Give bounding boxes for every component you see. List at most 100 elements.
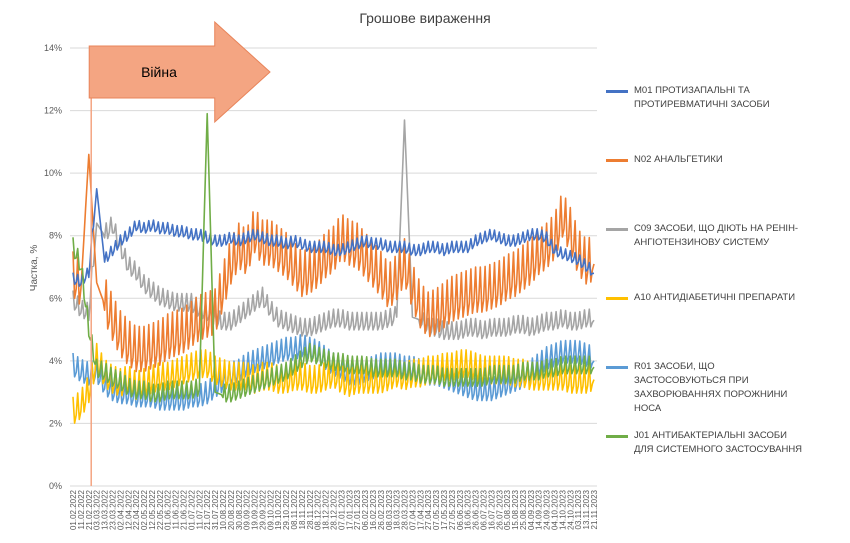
x-tick-label: 15.08.2023 (511, 489, 520, 530)
series-line-2 (72, 119, 595, 341)
x-tick-label: 18.11.2022 (298, 489, 307, 529)
x-tick-label: 03.03.2022 (93, 489, 102, 530)
x-tick-label: 02.05.2022 (140, 489, 149, 530)
x-tick-label: 16.07.2023 (487, 489, 496, 530)
y-tick-label: 8% (49, 231, 62, 241)
legend-swatch (606, 366, 628, 369)
legend-label: C09 ЗАСОБИ, ЩО ДІЮТЬ НА РЕНІН-АНГІОТЕНЗИ… (634, 223, 799, 248)
x-tick-label: 21.11.2023 (590, 489, 599, 529)
x-tick-label: 01.06.2022 (164, 489, 173, 530)
x-tick-label: 26.06.2023 (472, 489, 481, 530)
x-tick-label: 19.10.2022 (274, 489, 283, 530)
x-tick-label: 10.08.2022 (219, 489, 228, 530)
x-tick-label: 13.03.2022 (101, 489, 110, 530)
x-tick-label: 31.07.2022 (211, 489, 220, 530)
x-tick-label: 14.10.2023 (558, 489, 567, 530)
x-tick-label: 28.12.2022 (330, 489, 339, 530)
legend-label: M01 ПРОТИЗАПАЛЬНІ ТА ПРОТИРЕВМАТИЧНІ ЗАС… (634, 85, 770, 110)
x-tick-label: 08.12.2022 (314, 489, 323, 530)
legend-label: R01 ЗАСОБИ, ЩО ЗАСТОСОВУЮТЬСЯ ПРИ ЗАХВОР… (634, 361, 788, 414)
x-tick-label: 19.09.2022 (251, 489, 260, 530)
x-tick-label: 11.02.2022 (77, 489, 86, 529)
y-tick-label: 4% (49, 356, 62, 366)
y-tick-label: 6% (49, 293, 62, 303)
x-tick-label: 20.08.2022 (227, 489, 236, 530)
x-tick-label: 25.08.2023 (519, 489, 528, 530)
x-tick-label: 01.02.2022 (69, 489, 78, 530)
y-tick-label: 14% (44, 43, 62, 53)
series-line-5 (72, 112, 595, 403)
x-tick-label: 04.09.2023 (527, 489, 536, 530)
series-lines (72, 112, 595, 424)
x-tick-label: 11.07.2022 (195, 489, 204, 529)
x-tick-label: 22.04.2022 (132, 489, 141, 530)
x-tick-label: 09.10.2022 (266, 489, 275, 530)
war-annotation: Війна (88, 20, 271, 486)
legend-label: J01 АНТИБАКТЕРІАЛЬНІ ЗАСОБИ ДЛЯ СИСТЕМНО… (634, 430, 803, 455)
legend-label: A10 АНТИДІАБЕТИЧНІ ПРЕПАРАТИ (634, 292, 796, 303)
y-tick-labels: 0% 2% 4% 6% 8% 10% 12% 14% (44, 43, 62, 491)
legend-swatch (606, 297, 628, 300)
x-tick-label: 08.03.2023 (385, 489, 394, 530)
x-tick-label: 21.06.2022 (180, 489, 189, 530)
legend-swatch (606, 90, 628, 93)
x-tick-label: 13.11.2023 (582, 489, 591, 529)
x-tick-label: 28.03.2023 (401, 489, 410, 530)
x-tick-label: 29.09.2022 (258, 489, 267, 530)
chart-title: Грошове вираження (359, 10, 491, 26)
x-tick-label: 26.07.2023 (495, 489, 504, 530)
x-tick-label: 01.07.2022 (187, 489, 196, 530)
war-label: Війна (141, 64, 177, 80)
x-tick-labels: 01.02.202211.02.202221.02.202203.03.2022… (69, 489, 599, 530)
x-tick-label: 18.12.2022 (322, 489, 331, 530)
x-tick-label: 28.11.2022 (306, 489, 315, 529)
x-tick-label: 11.06.2022 (172, 489, 181, 529)
x-tick-label: 29.10.2022 (282, 489, 291, 530)
x-tick-label: 06.07.2023 (479, 489, 488, 530)
x-tick-label: 06.06.2023 (456, 489, 465, 530)
x-tick-label: 05.08.2023 (503, 489, 512, 530)
legend-label: N02 АНАЛЬГЕТИКИ (634, 154, 723, 165)
x-tick-label: 07.05.2023 (432, 489, 441, 530)
x-tick-label: 12.05.2022 (148, 489, 157, 530)
y-tick-label: 10% (44, 168, 62, 178)
series-line-1 (72, 153, 595, 373)
x-tick-label: 23.03.2022 (108, 489, 117, 530)
x-tick-label: 27.01.2023 (353, 489, 362, 530)
legend-swatch (606, 435, 628, 438)
x-tick-label: 24.10.2023 (566, 489, 575, 530)
x-tick-label: 07.01.2023 (337, 489, 346, 530)
y-tick-label: 12% (44, 106, 62, 116)
x-tick-label: 17.05.2023 (440, 489, 449, 530)
x-tick-label: 22.05.2022 (156, 489, 165, 530)
x-tick-label: 14.09.2023 (535, 489, 544, 530)
x-tick-label: 02.04.2022 (116, 489, 125, 530)
y-tick-label: 2% (49, 418, 62, 428)
y-tick-label: 0% (49, 481, 62, 491)
x-tick-label: 17.04.2023 (416, 489, 425, 530)
x-tick-label: 26.02.2023 (377, 489, 386, 530)
legend-swatch (606, 159, 628, 162)
x-tick-label: 16.02.2023 (369, 489, 378, 530)
x-tick-label: 27.04.2023 (424, 489, 433, 530)
x-tick-label: 18.03.2023 (393, 489, 402, 530)
x-tick-label: 30.08.2022 (235, 489, 244, 530)
x-tick-label: 21.02.2022 (85, 489, 94, 530)
x-tick-label: 17.01.2023 (345, 489, 354, 530)
series-line-0 (72, 188, 595, 287)
x-tick-label: 04.10.2023 (551, 489, 560, 530)
war-arrow (88, 20, 271, 124)
x-tick-label: 24.09.2023 (543, 489, 552, 530)
x-tick-label: 06.02.2023 (361, 489, 370, 530)
legend-swatch (606, 228, 628, 231)
x-tick-label: 27.05.2023 (448, 489, 457, 530)
x-tick-label: 09.09.2022 (243, 489, 252, 530)
x-tick-label: 16.06.2023 (464, 489, 473, 530)
x-tick-label: 08.11.2022 (290, 489, 299, 529)
x-tick-label: 21.07.2022 (203, 489, 212, 530)
x-tick-label: 03.11.2023 (574, 489, 583, 529)
y-axis-title: Частка, % (29, 245, 40, 292)
x-tick-label: 07.04.2023 (408, 489, 417, 530)
x-tick-label: 12.04.2022 (124, 489, 133, 530)
